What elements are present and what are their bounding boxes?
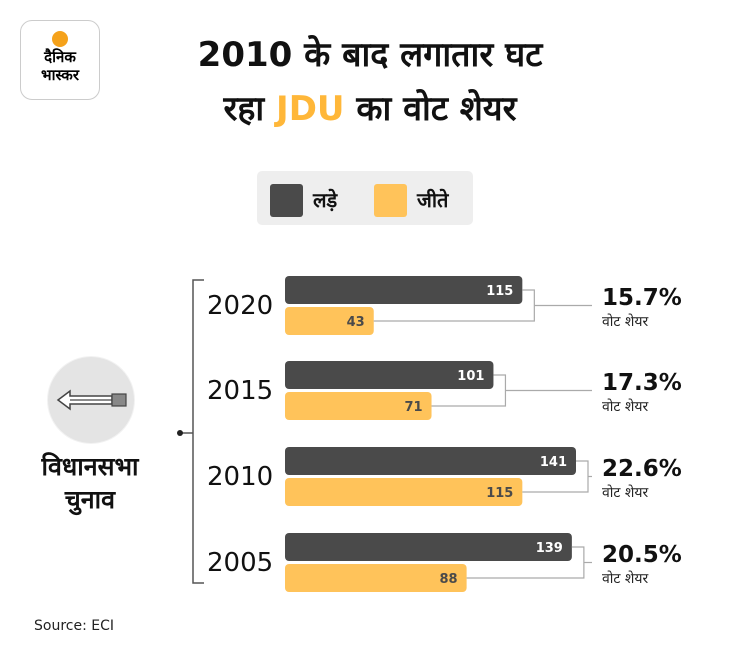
bar-value-label: 115: [486, 284, 513, 299]
connector-bracket: [466, 546, 585, 579]
legend-label-won: जीते: [417, 188, 449, 212]
bar-value-label: 88: [440, 572, 458, 587]
bar-value-label: 43: [347, 315, 365, 330]
side-label: विधानसभा चुनाव: [20, 450, 160, 516]
sun-icon: [52, 31, 68, 47]
chart-title: 2010 के बाद लगातार घट रहा JDU का वोट शेय…: [130, 28, 610, 136]
bar-won: [285, 307, 374, 335]
source-note: Source: ECI: [34, 618, 115, 634]
bar-contested: [285, 276, 523, 304]
legend-swatch-contested: [270, 184, 303, 217]
vote-share-label: वोट शेयर: [602, 484, 649, 501]
bar-won: [285, 564, 467, 592]
bar-value-label: 71: [404, 400, 422, 415]
vote-share-label: वोट शेयर: [602, 570, 649, 587]
year-label: 2005: [207, 548, 273, 578]
legend-swatch-won: [374, 184, 407, 217]
logo-line1: दैनिक: [44, 48, 76, 66]
bar-contested: [285, 447, 576, 475]
bar-contested: [285, 533, 572, 561]
dainik-bhaskar-logo: दैनिक भास्कर: [20, 20, 100, 100]
title-line2: रहा JDU का वोट शेयर: [130, 82, 610, 136]
title-highlight: JDU: [276, 89, 345, 129]
vote-share-value: 20.5%: [602, 542, 682, 568]
bar-value-label: 101: [457, 369, 484, 384]
vote-share-value: 22.6%: [602, 456, 682, 482]
vote-share-value: 15.7%: [602, 285, 682, 311]
title-line1: 2010 के बाद लगातार घट: [197, 35, 543, 75]
vote-share-label: वोट शेयर: [602, 398, 649, 415]
year-label: 2020: [207, 291, 273, 321]
legend-label-contested: लड़े: [313, 188, 338, 212]
logo-line2: भास्कर: [41, 66, 79, 84]
title-suffix: का वोट शेयर: [344, 89, 517, 129]
bar-won: [285, 392, 432, 420]
bar-won: [285, 478, 523, 506]
bar-value-label: 115: [486, 486, 513, 501]
arrow-icon: [56, 389, 127, 411]
group-bracket: [192, 279, 204, 584]
vote-share-value: 17.3%: [602, 370, 682, 396]
side-label-line1: विधानसभा: [41, 452, 139, 481]
side-label-line2: चुनाव: [64, 485, 116, 514]
legend: लड़े जीते: [257, 171, 473, 225]
vote-share-label: वोट शेयर: [602, 313, 649, 330]
year-label: 2015: [207, 376, 273, 406]
title-prefix: रहा: [223, 89, 277, 129]
bar-contested: [285, 361, 494, 389]
year-label: 2010: [207, 462, 273, 492]
arrow-icon-circle: [48, 357, 134, 443]
bar-value-label: 141: [540, 455, 567, 470]
bar-value-label: 139: [536, 541, 563, 556]
bracket-dot: [177, 430, 183, 436]
connector-bracket: [373, 289, 535, 322]
